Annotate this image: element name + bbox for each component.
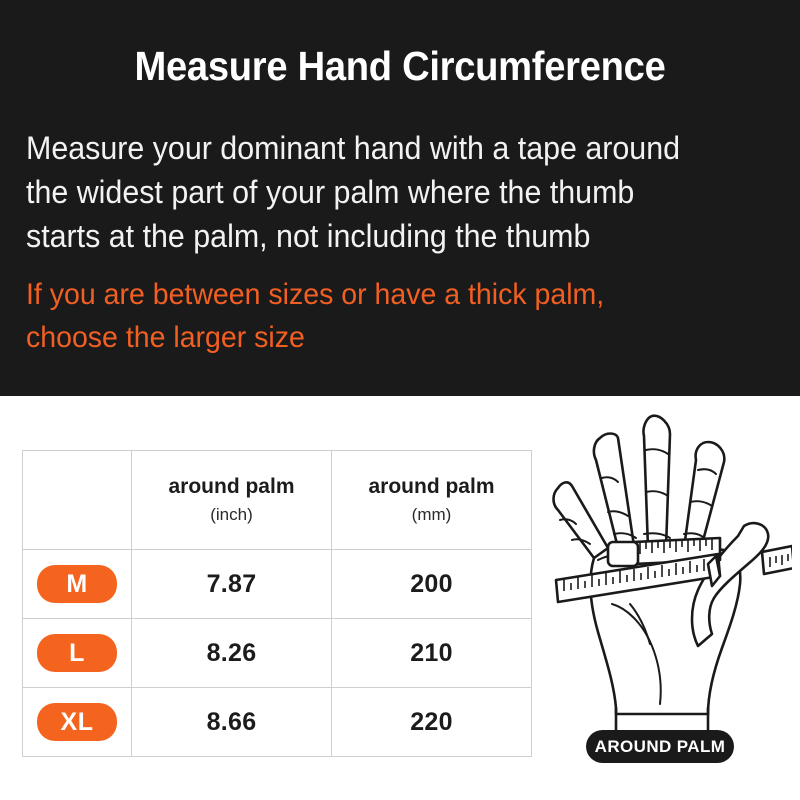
table-header-row: around palm (inch) around palm (mm) — [22, 450, 532, 550]
finger-little — [682, 440, 726, 554]
crease — [645, 448, 669, 455]
crease — [559, 518, 577, 525]
cell-size: L — [22, 618, 132, 688]
crease — [571, 538, 591, 545]
thumb — [690, 521, 770, 648]
value-mm: 200 — [410, 569, 453, 598]
cell-mm: 210 — [331, 618, 532, 688]
crease — [643, 532, 671, 539]
around-palm-caption: AROUND PALM — [586, 730, 734, 763]
hand-illustration — [548, 408, 792, 768]
size-badge: XL — [37, 703, 117, 741]
table-row: M 7.87 200 — [22, 549, 532, 619]
instruction-line: the widest part of your palm where the t… — [26, 174, 635, 210]
tape-lower-ticks — [563, 559, 712, 591]
sizing-advice-line: If you are between sizes or have a thick… — [26, 278, 605, 311]
header-cell-mm: around palm (mm) — [331, 450, 532, 550]
value-inch: 8.26 — [206, 638, 257, 667]
table-row: L 8.26 210 — [22, 618, 532, 688]
hero-panel: Measure Hand Circumference Measure your … — [0, 0, 800, 396]
finger-index — [552, 481, 610, 560]
crease — [683, 532, 705, 539]
crease — [607, 510, 629, 517]
header-unit: (mm) — [411, 504, 452, 524]
cell-size: M — [22, 549, 132, 619]
finger-middle — [592, 432, 636, 550]
value-inch: 7.87 — [206, 569, 257, 598]
tape-free-end — [760, 544, 792, 576]
crease — [689, 500, 713, 507]
instruction-line: starts at the palm, not including the th… — [26, 218, 591, 254]
crease — [645, 490, 669, 497]
header-unit: (inch) — [210, 504, 253, 524]
tape-band-lower — [554, 552, 722, 604]
size-badge: M — [37, 565, 117, 603]
header-cell-size — [22, 450, 132, 550]
cell-mm: 200 — [331, 549, 532, 619]
value-inch: 8.66 — [206, 707, 257, 736]
tape-upper-ticks — [639, 538, 713, 554]
sizing-advice-text: If you are between sizes or have a thick… — [26, 273, 748, 359]
header-cell-inch: around palm (inch) — [131, 450, 332, 550]
value-mm: 220 — [410, 707, 453, 736]
tape-fold — [706, 554, 722, 588]
size-chart-table: around palm (inch) around palm (mm) M 7.… — [22, 450, 532, 757]
cell-inch: 8.66 — [131, 687, 332, 757]
cell-inch: 8.26 — [131, 618, 332, 688]
crease — [613, 532, 637, 539]
page-title: Measure Hand Circumference — [134, 43, 666, 89]
sizing-advice-line: choose the larger size — [26, 321, 305, 354]
palm-crease-life — [611, 603, 662, 705]
cell-size: XL — [22, 687, 132, 757]
instruction-text: Measure your dominant hand with a tape a… — [26, 126, 748, 258]
value-mm: 210 — [410, 638, 453, 667]
table-row: XL 8.66 220 — [22, 687, 532, 757]
hand-diagram-svg — [552, 414, 792, 734]
caption-leader-lines — [614, 706, 710, 734]
crease — [697, 468, 717, 475]
tape-end-ticks — [769, 554, 789, 567]
header-title: around palm — [368, 474, 495, 498]
crease — [601, 476, 619, 483]
tape-clip — [606, 540, 640, 568]
cell-inch: 7.87 — [131, 549, 332, 619]
header-title: around palm — [168, 474, 295, 498]
palm-crease-2 — [629, 603, 651, 645]
size-badge: L — [37, 634, 117, 672]
instruction-line: Measure your dominant hand with a tape a… — [26, 130, 681, 166]
finger-ring — [642, 414, 672, 550]
cell-mm: 220 — [331, 687, 532, 757]
